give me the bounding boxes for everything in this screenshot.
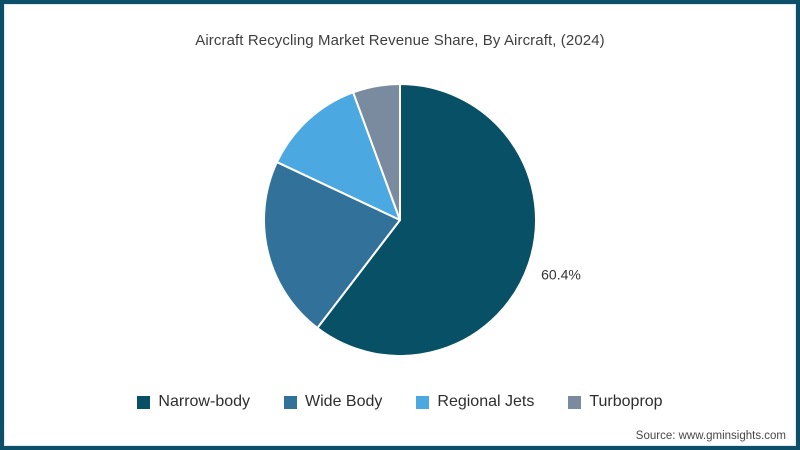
legend-label: Turboprop (589, 393, 663, 410)
legend-swatch-icon (416, 395, 430, 409)
legend-swatch-icon (568, 395, 582, 409)
legend-swatch-icon (284, 395, 298, 409)
chart-title: Aircraft Recycling Market Revenue Share,… (195, 32, 605, 49)
pie-chart: 60.4% (263, 83, 581, 357)
legend-item-wide-body: Wide Body (284, 393, 382, 411)
pie-slice-regional-jets (275, 91, 401, 221)
legend-label: Wide Body (305, 393, 383, 410)
legend-swatch-icon (137, 395, 151, 409)
legend-item-regional-jets: Regional Jets (416, 393, 534, 411)
legend-label: Regional Jets (437, 393, 535, 410)
legend-label: Narrow-body (158, 393, 251, 410)
pie-slice-narrow-body (316, 83, 537, 357)
slice-data-label: 60.4% (541, 267, 581, 283)
legend: Narrow-body Wide Body Regional Jets Turbopr… (4, 393, 796, 411)
pie-slice-turboprop (352, 83, 401, 221)
source-text: Source: www.gminsights.com (635, 430, 786, 442)
legend-item-turboprop: Turboprop (568, 393, 663, 411)
pie-slice-wide-body (263, 161, 401, 329)
legend-item-narrow-body: Narrow-body (137, 393, 250, 411)
